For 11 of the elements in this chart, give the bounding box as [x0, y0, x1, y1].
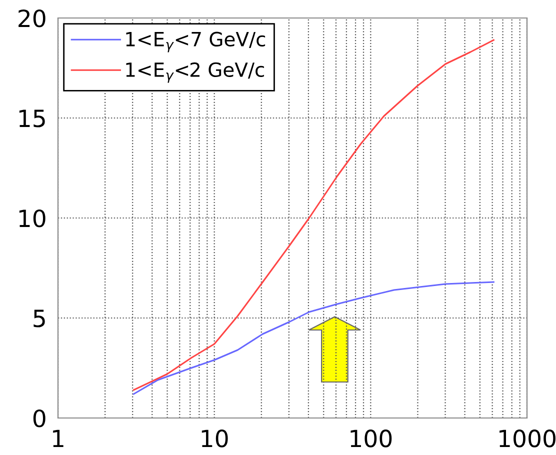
y-tick-label: 10 [19, 209, 46, 228]
x-tick-label: 100 [350, 430, 392, 448]
y-tick-label: 0 [33, 409, 46, 428]
y-tick-label: 15 [19, 110, 45, 128]
x-tick-label: 1000 [500, 430, 556, 448]
y-tick-label: 20 [18, 9, 46, 28]
legend-label: 1<E$_{γ}$<2 GeV/c [126, 62, 264, 83]
legend-label: 1<E$_{γ}$<7 GeV/c [126, 32, 266, 52]
x-tick-label: 10 [202, 430, 228, 448]
x-tick-label: 1 [53, 430, 64, 448]
y-tick-label: 5 [34, 310, 45, 328]
